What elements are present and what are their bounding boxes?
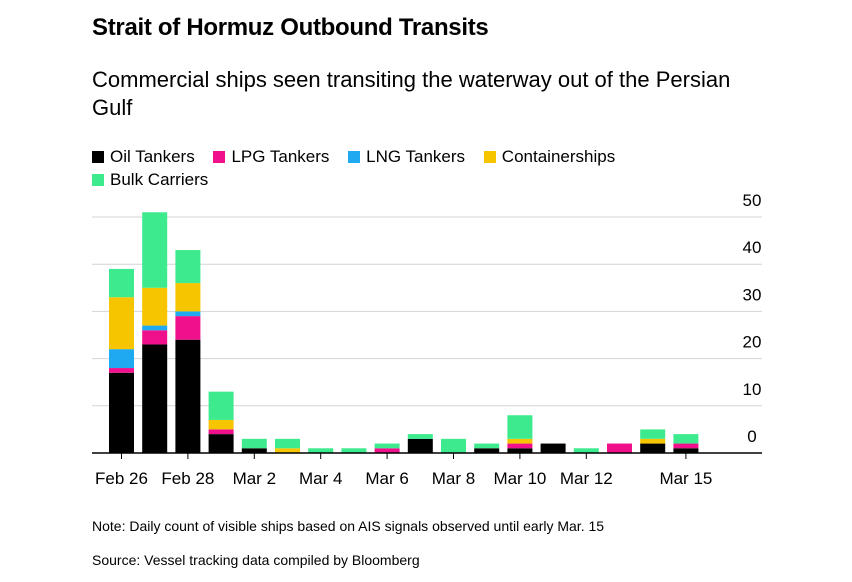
bar-oil-tankers-mar-14 (640, 443, 666, 453)
legend-swatch-lng-tankers (348, 151, 361, 163)
bar-bulk-carriers-feb-27 (142, 212, 168, 288)
y-tick-label-20: 20 (743, 333, 762, 352)
bar-containerships-feb-28 (175, 283, 201, 312)
legend-swatch-lpg-tankers (213, 151, 226, 163)
bar-oil-tankers-mar-2 (241, 448, 267, 453)
bar-bulk-carriers-mar-10 (507, 415, 533, 439)
bar-bulk-carriers-mar-7 (407, 434, 433, 439)
legend-swatch-containerships (483, 151, 496, 163)
bar-lpg-tankers-feb-28 (175, 316, 201, 340)
legend: Oil Tankers LPG Tankers LNG Tankers Cont… (92, 145, 712, 191)
x-tick-label-mar-6: Mar 6 (365, 469, 408, 488)
bar-lpg-tankers-mar-13 (607, 443, 632, 453)
legend-label-bulk-carriers: Bulk Carriers (110, 170, 209, 189)
y-tick-label-0: 0 (747, 427, 756, 446)
bar-lpg-tankers-feb-26 (109, 368, 134, 373)
bar-lng-tankers-feb-27 (142, 325, 168, 331)
legend-item-containerships: Containerships (483, 145, 616, 168)
bar-oil-tankers-mar-9 (474, 448, 500, 453)
y-tick-label-40: 40 (743, 238, 762, 257)
bar-bulk-carriers-mar-15 (673, 434, 699, 444)
y-tick-label-50: 50 (743, 191, 762, 210)
bar-oil-tankers-mar-10 (507, 448, 533, 453)
bar-bulk-carriers-mar-2 (241, 438, 267, 449)
y-tick-label-30: 30 (743, 285, 762, 304)
x-tick-label-feb-26: Feb 26 (95, 469, 148, 488)
bar-bulk-carriers-mar-4 (308, 448, 334, 453)
chart-source: Source: Vessel tracking data compiled by… (92, 552, 420, 568)
bar-bulk-carriers-mar-8 (441, 438, 466, 453)
y-tick-label-10: 10 (743, 380, 762, 399)
bar-lng-tankers-feb-28 (175, 311, 201, 317)
x-tick-label-mar-8: Mar 8 (432, 469, 475, 488)
bar-bulk-carriers-mar-6 (374, 443, 400, 449)
bar-oil-tankers-feb-27 (142, 344, 168, 453)
legend-item-lng-tankers: LNG Tankers (348, 145, 465, 168)
legend-item-lpg-tankers: LPG Tankers (213, 145, 329, 168)
bar-containerships-mar-10 (507, 438, 533, 444)
bar-oil-tankers-mar-1 (208, 434, 234, 453)
chart-subtitle: Commercial ships seen transiting the wat… (92, 67, 731, 120)
legend-label-lng-tankers: LNG Tankers (366, 147, 466, 166)
chart-note: Note: Daily count of visible ships based… (92, 518, 605, 534)
chart-title: Strait of Hormuz Outbound Transits (92, 14, 489, 41)
bar-oil-tankers-mar-7 (407, 438, 433, 453)
x-tick-label-mar-4: Mar 4 (299, 469, 342, 488)
legend-label-lpg-tankers: LPG Tankers (231, 147, 330, 166)
stacked-bar-chart: 0 10 20 30 40 50 Feb 26 Feb 28 Mar 2 Mar 4 Mar 6 Ma… (92, 191, 762, 488)
bar-bulk-carriers-mar-9 (474, 443, 500, 449)
x-tick-label-mar-12: Mar 12 (560, 469, 613, 488)
bar-containerships-mar-1 (208, 419, 234, 430)
bar-lpg-tankers-mar-15 (673, 443, 699, 449)
x-tick-label-mar-2: Mar 2 (233, 469, 276, 488)
legend-item-oil-tankers: Oil Tankers (92, 145, 195, 168)
legend-swatch-oil-tankers (92, 151, 104, 163)
bar-oil-tankers-feb-28 (175, 339, 201, 453)
bar-lpg-tankers-mar-1 (208, 429, 234, 435)
bar-containerships-feb-27 (142, 287, 168, 326)
bar-bulk-carriers-feb-28 (175, 250, 201, 284)
legend-swatch-bulk-carriers (92, 174, 104, 186)
x-tick-label-mar-15: Mar 15 (659, 469, 712, 488)
legend-label-oil-tankers: Oil Tankers (110, 147, 195, 166)
bar-bulk-carriers-feb-26 (109, 268, 134, 298)
legend-item-bulk-carriers: Bulk Carriers (92, 168, 208, 191)
bar-bulk-carriers-mar-12 (573, 448, 599, 453)
x-tick-label-mar-10: Mar 10 (493, 469, 546, 488)
bar-oil-tankers-mar-11 (540, 443, 566, 453)
bar-lng-tankers-feb-26 (109, 349, 134, 369)
bar-lpg-tankers-feb-27 (142, 330, 168, 345)
bar-lpg-tankers-mar-6 (374, 448, 400, 453)
bar-bulk-carriers-mar-14 (640, 429, 666, 439)
bar-containerships-mar-14 (640, 438, 666, 444)
bar-bulk-carriers-mar-1 (208, 391, 234, 420)
bar-oil-tankers-mar-15 (673, 448, 699, 453)
bar-bulk-carriers-mar-3 (275, 438, 300, 449)
legend-label-containerships: Containerships (501, 147, 616, 166)
bar-lpg-tankers-mar-10 (507, 443, 533, 449)
bar-oil-tankers-feb-26 (109, 372, 134, 453)
x-tick-label-feb-28: Feb 28 (161, 469, 214, 488)
bar-bulk-carriers-mar-5 (341, 448, 367, 453)
bar-containerships-feb-26 (109, 297, 134, 350)
bar-containerships-mar-3 (275, 448, 300, 453)
